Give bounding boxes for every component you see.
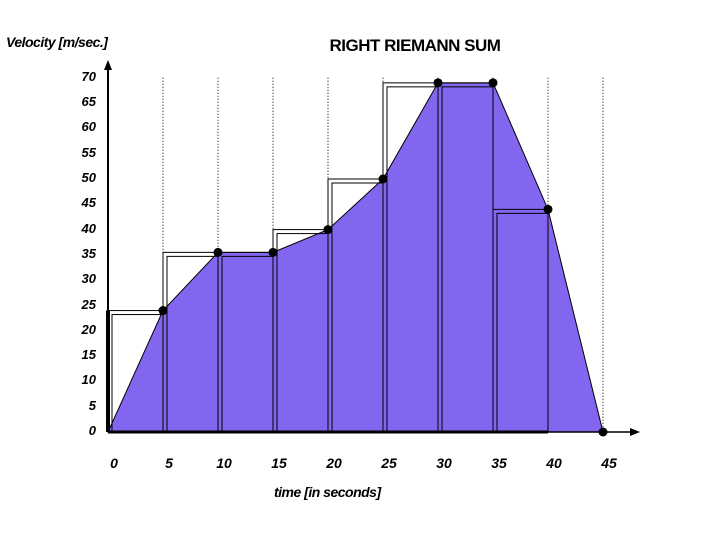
velocity-area <box>107 82 604 433</box>
x-axis-arrow-icon <box>630 428 640 436</box>
x-tick-label: 40 <box>546 455 562 471</box>
y-tick-label: 70 <box>81 68 96 84</box>
axes <box>104 60 640 436</box>
y-tick-label: 45 <box>81 195 96 211</box>
data-points <box>158 78 608 437</box>
y-tick-label: 0 <box>88 423 96 438</box>
data-point <box>158 306 168 316</box>
data-point <box>433 78 443 88</box>
data-point <box>268 247 278 257</box>
y-tick-label: 25 <box>81 296 96 312</box>
data-point <box>598 427 608 437</box>
y-axis-label: Velocity [m/sec.] <box>6 34 108 50</box>
data-point <box>323 225 333 235</box>
y-tick-label: 40 <box>81 220 96 236</box>
y-tick-label: 10 <box>81 372 96 388</box>
y-axis-arrow-icon <box>104 60 112 70</box>
y-tick-label: 55 <box>81 144 96 160</box>
x-tick-label: 20 <box>326 455 342 471</box>
data-point <box>488 78 498 88</box>
y-tick-label: 20 <box>81 321 96 337</box>
y-tick-label: 50 <box>81 170 96 185</box>
data-point <box>378 174 388 184</box>
y-tick-label: 35 <box>81 245 96 261</box>
area-fill <box>107 82 604 433</box>
y-tick-label: 65 <box>81 94 96 110</box>
x-tick-label: 45 <box>601 455 617 471</box>
x-tick-label: 0 <box>110 455 118 471</box>
y-tick-label: 30 <box>81 271 96 287</box>
y-tick-label: 15 <box>81 347 96 363</box>
x-tick-label: 25 <box>381 455 397 471</box>
x-axis-label: time [in seconds] <box>274 484 381 500</box>
x-tick-label: 5 <box>165 455 173 471</box>
x-tick-label: 30 <box>436 455 452 471</box>
data-point <box>543 204 553 214</box>
x-tick-label: 35 <box>491 455 507 471</box>
data-point <box>213 247 223 257</box>
chart-title: RIGHT RIEMANN SUM <box>329 36 501 55</box>
x-tick-label: 15 <box>271 455 287 471</box>
y-tick-label: 5 <box>88 397 96 413</box>
y-tick-label: 60 <box>81 119 96 135</box>
x-tick-label: 10 <box>216 455 232 471</box>
